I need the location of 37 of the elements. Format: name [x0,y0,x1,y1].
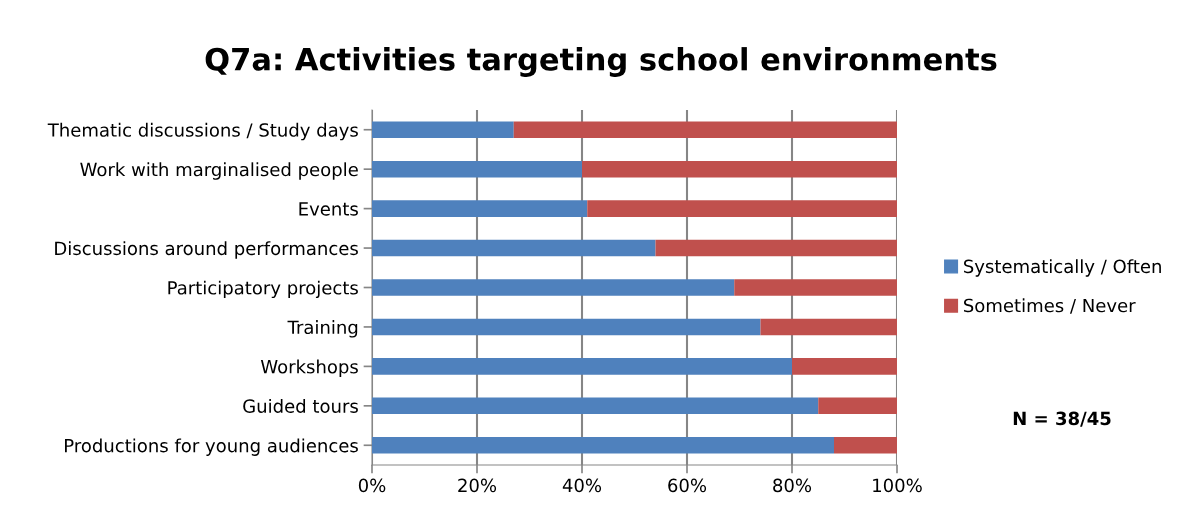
bar [372,121,514,139]
y-tick-label: Training [287,320,358,338]
bar [372,358,792,375]
bar [372,436,834,454]
y-tick-label: Work with marginalised people [80,162,358,180]
bar [372,318,761,336]
bar [792,358,897,375]
bar [734,279,897,296]
legend-label: Sometimes / Never [964,298,1136,314]
bar [372,239,656,257]
x-tick-label: 0% [358,478,386,493]
bar [587,200,897,217]
text: N = 38/45 [1013,411,1111,427]
chart-title: Q7a: Activities targeting school environments [205,47,997,77]
x-tick-label: 40% [562,478,602,493]
x-tick-label: 20% [458,478,497,493]
y-tick-label: Events [299,202,358,216]
bar [655,239,897,257]
bar [760,318,897,336]
x-tick-label: 100% [873,478,922,493]
bar [372,397,819,415]
x-tick-label: 80% [773,478,812,493]
y-tick-label: Guided tours [243,398,358,413]
y-tick-label: Productions for young audiences [65,438,358,456]
y-tick-label: Workshops [260,359,358,377]
y-tick-label: Discussions around performances [55,241,358,259]
bar [818,397,897,415]
y-tick-label: Participatory projects [168,280,358,299]
bar [513,121,897,139]
bar [372,160,582,178]
bar [834,436,897,454]
y-tick-label: Thematic discussions / Study days [47,122,358,141]
x-tick-label: 60% [668,478,707,493]
bar [372,200,588,217]
legend-label: Systematically / Often [964,259,1161,277]
bar [372,279,735,296]
bar [582,160,897,178]
